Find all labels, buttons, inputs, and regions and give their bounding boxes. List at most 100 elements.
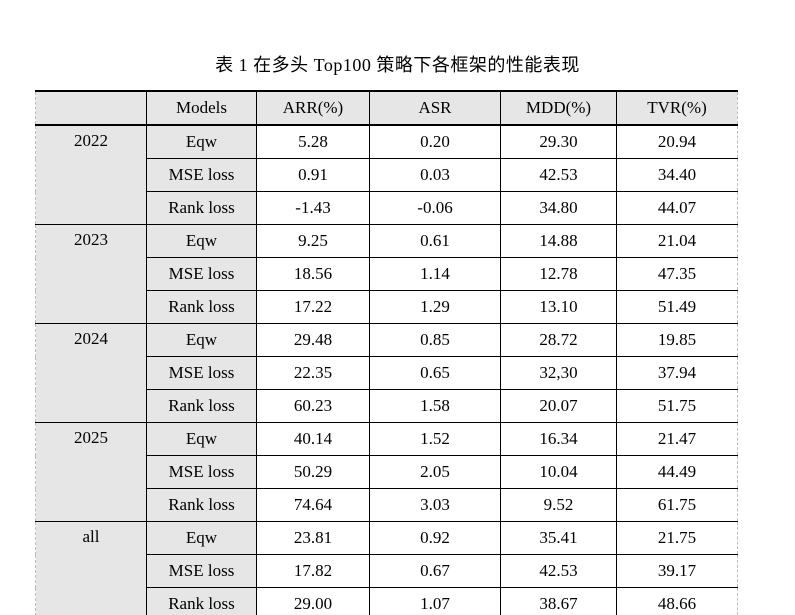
mdd-value-cell: 12.78 [500, 257, 617, 291]
arr-value-cell: 9.25 [256, 224, 370, 258]
table-row: MSE loss 17.82 0.67 42.53 39.17 [36, 554, 738, 588]
mdd-value-cell: 38.67 [500, 587, 617, 615]
model-cell: Rank loss [146, 191, 257, 225]
asr-value-cell: 0.20 [369, 124, 501, 159]
mdd-value-cell: 14.88 [500, 224, 617, 258]
asr-value-cell: 1.29 [369, 290, 501, 324]
asr-value-cell: -0.06 [369, 191, 501, 225]
model-cell: MSE loss [146, 356, 257, 390]
arr-value-cell: 60.23 [256, 389, 370, 423]
header-row: Models ARR(%) ASR MDD(%) TVR(%) [35, 90, 738, 126]
arr-value-cell: 22.35 [256, 356, 370, 390]
model-cell: MSE loss [146, 455, 257, 489]
model-cell: Rank loss [146, 488, 257, 522]
mdd-value-cell: 34.80 [500, 191, 617, 225]
asr-value-cell: 1.52 [369, 422, 501, 456]
model-cell: MSE loss [146, 554, 257, 588]
table-row: MSE loss 22.35 0.65 32,30 37.94 [36, 356, 738, 390]
header-mdd: MDD(%) [500, 90, 617, 126]
arr-value-cell: 29.48 [256, 323, 370, 357]
mdd-value-cell: 10.04 [500, 455, 617, 489]
arr-value-cell: 74.64 [256, 488, 370, 522]
model-cell: Eqw [146, 422, 257, 456]
arr-value-cell: 0.91 [256, 158, 370, 192]
asr-value-cell: 0.85 [369, 323, 501, 357]
table-row: MSE loss 50.29 2.05 10.04 44.49 [36, 455, 738, 489]
year-cell-2022: 2022 [35, 124, 147, 225]
arr-value-cell: -1.43 [256, 191, 370, 225]
model-cell: Rank loss [146, 389, 257, 423]
mdd-value-cell: 42.53 [500, 554, 617, 588]
table-row: Rank loss 74.64 3.03 9.52 61.75 [36, 488, 738, 522]
header-asr: ASR [369, 90, 501, 126]
mdd-value-cell: 13.10 [500, 290, 617, 324]
header-arr: ARR(%) [256, 90, 370, 126]
mdd-value-cell: 16.34 [500, 422, 617, 456]
asr-value-cell: 0.67 [369, 554, 501, 588]
year-cell-all: all [35, 521, 147, 615]
tvr-value-cell: 44.49 [616, 455, 738, 489]
arr-value-cell: 40.14 [256, 422, 370, 456]
table-row: 2022 Eqw 5.28 0.20 29.30 20.94 [35, 124, 738, 225]
tvr-value-cell: 37.94 [616, 356, 738, 390]
header-corner-cell [35, 90, 147, 126]
arr-value-cell: 18.56 [256, 257, 370, 291]
asr-value-cell: 1.14 [369, 257, 501, 291]
mdd-value-cell: 9.52 [500, 488, 617, 522]
arr-value-cell: 17.82 [256, 554, 370, 588]
model-cell: MSE loss [146, 257, 257, 291]
tvr-value-cell: 47.35 [616, 257, 738, 291]
table-row: 2023 Eqw 9.25 0.61 14.88 21.04 [35, 224, 738, 324]
table-row: Rank loss -1.43 -0.06 34.80 44.07 [36, 191, 738, 225]
model-cell: Eqw [146, 323, 257, 357]
header-models: Models [146, 90, 257, 126]
asr-value-cell: 0.61 [369, 224, 501, 258]
year-cell-2024: 2024 [35, 323, 147, 423]
tvr-value-cell: 21.04 [616, 224, 738, 258]
asr-value-cell: 0.03 [369, 158, 501, 192]
mdd-value-cell: 28.72 [500, 323, 617, 357]
asr-value-cell: 0.65 [369, 356, 501, 390]
table-row: Rank loss 29.00 1.07 38.67 48.66 [36, 587, 738, 615]
mdd-value-cell: 42.53 [500, 158, 617, 192]
asr-value-cell: 1.07 [369, 587, 501, 615]
tvr-value-cell: 51.49 [616, 290, 738, 324]
tvr-value-cell: 19.85 [616, 323, 738, 357]
arr-value-cell: 5.28 [256, 124, 370, 159]
tvr-value-cell: 21.75 [616, 521, 738, 555]
year-cell-2023: 2023 [35, 224, 147, 324]
asr-value-cell: 1.58 [369, 389, 501, 423]
tvr-value-cell: 61.75 [616, 488, 738, 522]
asr-value-cell: 3.03 [369, 488, 501, 522]
table-row: 2024 Eqw 29.48 0.85 28.72 19.85 [35, 323, 738, 423]
asr-value-cell: 2.05 [369, 455, 501, 489]
tvr-value-cell: 48.66 [616, 587, 738, 615]
model-cell: Eqw [146, 124, 257, 159]
mdd-value-cell: 20.07 [500, 389, 617, 423]
arr-value-cell: 50.29 [256, 455, 370, 489]
arr-value-cell: 23.81 [256, 521, 370, 555]
mdd-value-cell: 35.41 [500, 521, 617, 555]
table-row: MSE loss 18.56 1.14 12.78 47.35 [36, 257, 738, 291]
table-row: Rank loss 60.23 1.58 20.07 51.75 [36, 389, 738, 423]
model-cell: Eqw [146, 224, 257, 258]
tvr-value-cell: 39.17 [616, 554, 738, 588]
arr-value-cell: 29.00 [256, 587, 370, 615]
mdd-value-cell: 29.30 [500, 124, 617, 159]
model-cell: Rank loss [146, 290, 257, 324]
model-cell: Rank loss [146, 587, 257, 615]
header-tvr: TVR(%) [616, 90, 738, 126]
table-caption: 表 1 在多头 Top100 策略下各框架的性能表现 [215, 55, 580, 75]
tvr-value-cell: 34.40 [616, 158, 738, 192]
year-cell-2025: 2025 [35, 422, 147, 522]
tvr-value-cell: 44.07 [616, 191, 738, 225]
table-row: Rank loss 17.22 1.29 13.10 51.49 [36, 290, 738, 324]
arr-value-cell: 17.22 [256, 290, 370, 324]
tvr-value-cell: 20.94 [616, 124, 738, 159]
mdd-value-cell: 32,30 [500, 356, 617, 390]
tvr-value-cell: 51.75 [616, 389, 738, 423]
table-row: MSE loss 0.91 0.03 42.53 34.40 [36, 158, 738, 192]
table-row: all Eqw 23.81 0.92 35.41 21.75 [35, 521, 738, 615]
asr-value-cell: 0.92 [369, 521, 501, 555]
